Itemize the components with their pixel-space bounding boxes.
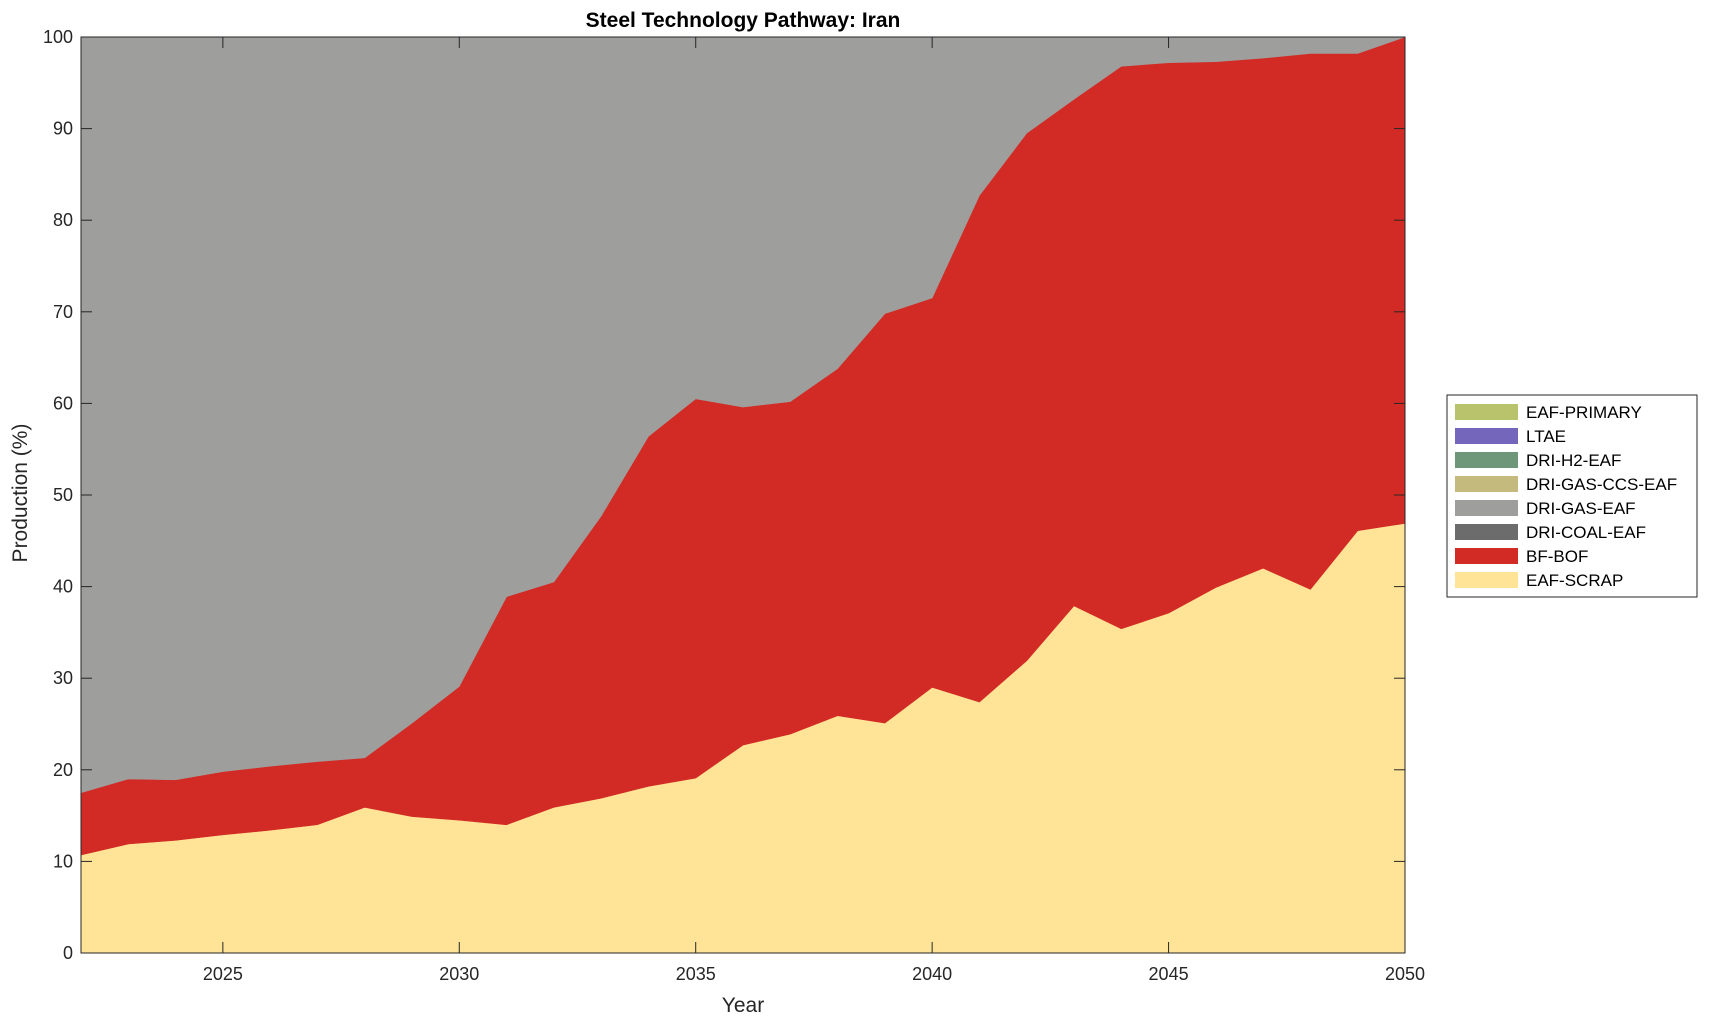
- legend-label: LTAE: [1526, 427, 1566, 446]
- legend-item-bf-bof: BF-BOF: [1455, 547, 1588, 566]
- legend-item-eaf-primary: EAF-PRIMARY: [1455, 403, 1642, 422]
- y-tick-label: 60: [53, 393, 73, 413]
- y-tick-label: 90: [53, 119, 73, 139]
- x-axis-title: Year: [722, 994, 764, 1017]
- y-tick-label: 10: [53, 851, 73, 871]
- y-tick-label: 0: [63, 943, 73, 963]
- y-tick-label: 70: [53, 302, 73, 322]
- legend-swatch: [1455, 428, 1518, 444]
- y-axis-title: Production (%): [9, 424, 32, 563]
- areas-layer: [80, 36, 1406, 954]
- legend-swatch: [1455, 572, 1518, 588]
- y-tick-label: 100: [43, 27, 73, 47]
- legend-label: DRI-GAS-EAF: [1526, 499, 1636, 518]
- x-tick-label: 2025: [203, 964, 243, 984]
- legend-item-dri-gas-ccs-eaf: DRI-GAS-CCS-EAF: [1455, 475, 1677, 494]
- legend-label: BF-BOF: [1526, 547, 1588, 566]
- x-tick-label: 2040: [912, 964, 952, 984]
- legend-item-eaf-scrap: EAF-SCRAP: [1455, 571, 1623, 590]
- legend: EAF-PRIMARY LTAE DRI-H2-EAF DRI-GAS-CCS-EAF…: [1446, 394, 1698, 598]
- legend-swatch: [1455, 524, 1518, 540]
- chart-title: Steel Technology Pathway: Iran: [586, 9, 901, 32]
- y-tick-label: 50: [53, 485, 73, 505]
- legend-swatch: [1455, 500, 1518, 516]
- legend-label: DRI-H2-EAF: [1526, 451, 1621, 470]
- legend-item-dri-h2-eaf: DRI-H2-EAF: [1455, 451, 1621, 470]
- legend-label: EAF-SCRAP: [1526, 571, 1623, 590]
- legend-swatch: [1455, 548, 1518, 564]
- legend-swatch: [1455, 404, 1518, 420]
- legend-label: DRI-GAS-CCS-EAF: [1526, 475, 1677, 494]
- y-tick-label: 40: [53, 577, 73, 597]
- legend-swatch: [1455, 476, 1518, 492]
- legend-item-dri-coal-eaf: DRI-COAL-EAF: [1455, 523, 1646, 542]
- x-tick-label: 2035: [676, 964, 716, 984]
- x-tick-label: 2045: [1149, 964, 1189, 984]
- x-tick-label: 2030: [439, 964, 479, 984]
- y-tick-label: 30: [53, 668, 73, 688]
- legend-frame: [1446, 394, 1698, 598]
- legend-item-dri-gas-eaf: DRI-GAS-EAF: [1455, 499, 1636, 518]
- legend-label: DRI-COAL-EAF: [1526, 523, 1646, 542]
- legend-swatch: [1455, 452, 1518, 468]
- legend-item-ltae: LTAE: [1455, 427, 1566, 446]
- x-tick-label: 2050: [1385, 964, 1425, 984]
- legend-label: EAF-PRIMARY: [1526, 403, 1642, 422]
- y-tick-label: 20: [53, 760, 73, 780]
- y-tick-label: 80: [53, 210, 73, 230]
